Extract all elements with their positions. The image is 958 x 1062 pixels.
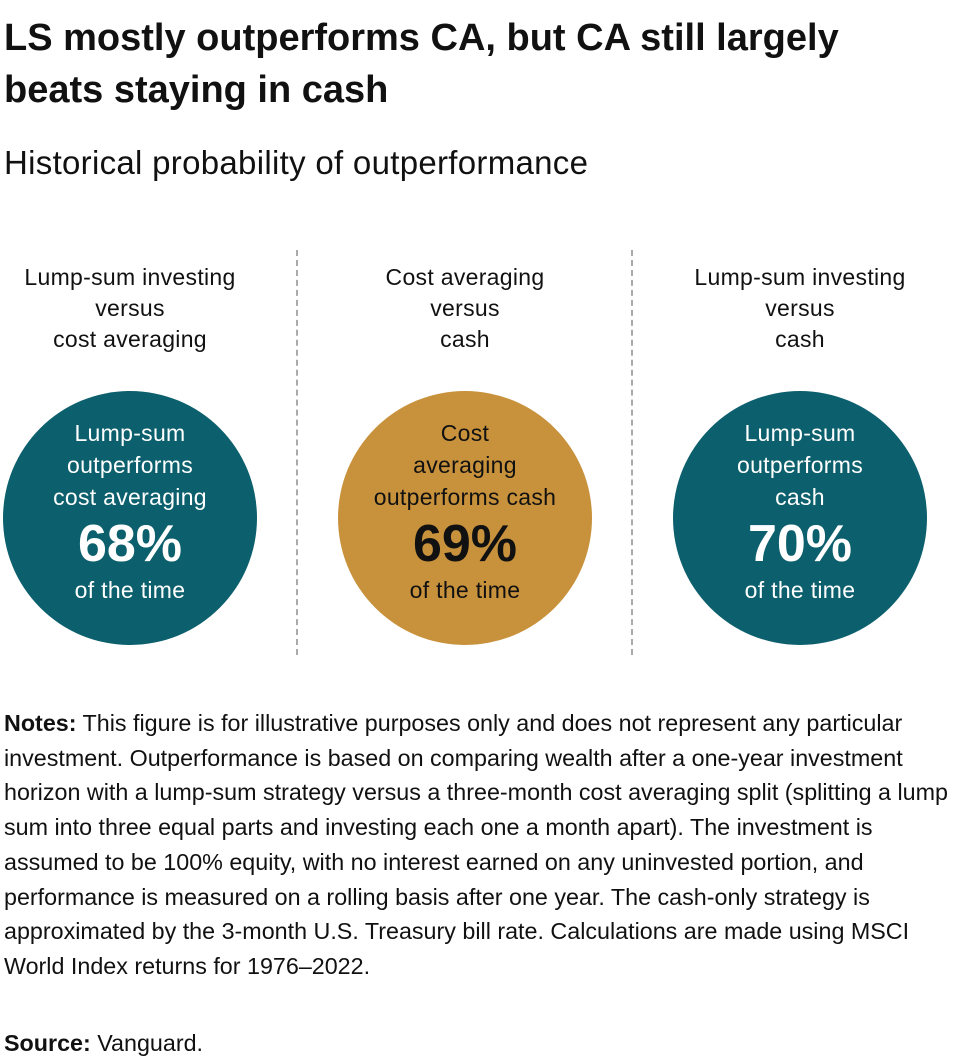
heading-line: versus: [95, 295, 165, 321]
heading-line: cost averaging: [53, 326, 207, 352]
circle-text: cash: [775, 484, 825, 510]
panel-heading: Lump-sum investing versus cost averaging: [0, 262, 280, 355]
circle-text: outperforms: [736, 452, 863, 478]
circle-footer: of the time: [74, 577, 186, 603]
circle-footer: of the time: [409, 577, 521, 603]
notes-text: This figure is for illustrative purposes…: [4, 710, 948, 979]
heading-line: Lump-sum investing: [694, 264, 906, 290]
heading-line: cash: [775, 326, 825, 352]
panel-heading: Cost averaging versus cash: [315, 262, 615, 355]
circle: Cost averaging outperforms cash 69% of the t…: [338, 391, 592, 645]
percent: 70%: [747, 515, 853, 573]
circle-text: Cost: [440, 420, 490, 446]
circle-content: Lump-sum outperforms cash 70% of the time: [673, 391, 927, 605]
circle-text: averaging: [413, 452, 517, 478]
circle-text: Lump-sum: [74, 420, 186, 446]
source-text: Vanguard.: [97, 1030, 204, 1056]
divider: [296, 250, 298, 655]
circle-text: Lump-sum: [744, 420, 856, 446]
circle-text: outperforms cash: [373, 484, 557, 510]
title: LS mostly outperforms CA, but CA still l…: [4, 17, 839, 111]
circle: Lump-sum outperforms cost averaging 68% of t…: [3, 391, 257, 645]
percent: 69%: [412, 515, 518, 573]
circle-content: Cost averaging outperforms cash 69% of the t…: [338, 391, 592, 605]
heading-line: Lump-sum investing: [24, 264, 236, 290]
heading-line: versus: [430, 295, 500, 321]
circle: Lump-sum outperforms cash 70% of the time: [673, 391, 927, 645]
source-label: Source:: [4, 1030, 91, 1056]
heading-line: cash: [440, 326, 490, 352]
circle-text: cost averaging: [53, 484, 207, 510]
notes: Notes: This figure is for illustrative p…: [4, 706, 949, 984]
circle-footer: of the time: [744, 577, 856, 603]
subtitle: Historical probability of outperformance: [4, 144, 589, 181]
heading-line: versus: [765, 295, 835, 321]
heading-line: Cost averaging: [385, 264, 545, 290]
divider: [631, 250, 633, 655]
circle-content: Lump-sum outperforms cost averaging 68% of t…: [3, 391, 257, 605]
panel-heading: Lump-sum investing versus cash: [650, 262, 950, 355]
circle-text: outperforms: [66, 452, 193, 478]
source: Source: Vanguard.: [4, 1026, 203, 1060]
notes-label: Notes:: [4, 710, 77, 736]
percent: 68%: [77, 515, 183, 573]
